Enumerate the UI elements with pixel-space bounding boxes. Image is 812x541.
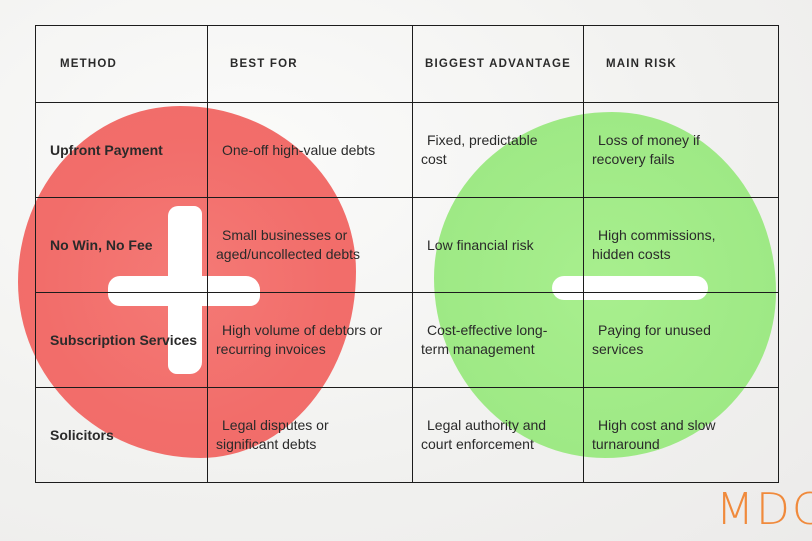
table-row: Subscription Services High volume of deb… [35,292,779,388]
method-cell: Subscription Services [35,292,208,388]
table-row: No Win, No Fee Small businesses or aged/… [35,197,779,293]
risk-cell: Paying for unused services [583,292,779,388]
advantage-cell: Legal authority and court enforcement [412,387,584,483]
advantage-cell: Fixed, predictable cost [412,102,584,198]
header-best-for: Best For [207,25,413,103]
best-for-cell: Small businesses or aged/uncollected deb… [207,197,413,293]
header-biggest-advantage: Biggest Advantage [412,25,584,103]
risk-cell: Loss of money if recovery fails [583,102,779,198]
best-for-cell: Legal disputes or significant debts [207,387,413,483]
header-row: Method Best For Biggest Advantage Main R… [35,25,779,103]
table-row: Upfront Payment One-off high-value debts… [35,102,779,198]
comparison-table: Method Best For Biggest Advantage Main R… [35,25,779,483]
mdc-logo: MDC [716,484,812,535]
method-cell: Solicitors [35,387,208,483]
method-cell: Upfront Payment [35,102,208,198]
risk-cell: High cost and slow turnaround [583,387,779,483]
advantage-cell: Low financial risk [412,197,584,293]
best-for-cell: High volume of debtors or recurring invo… [207,292,413,388]
table-row: Solicitors Legal disputes or significant… [35,387,779,483]
best-for-cell: One-off high-value debts [207,102,413,198]
header-main-risk: Main Risk [583,25,779,103]
risk-cell: High commissions, hidden costs [583,197,779,293]
header-method: Method [35,25,208,103]
method-cell: No Win, No Fee [35,197,208,293]
advantage-cell: Cost-effective long- term management [412,292,584,388]
